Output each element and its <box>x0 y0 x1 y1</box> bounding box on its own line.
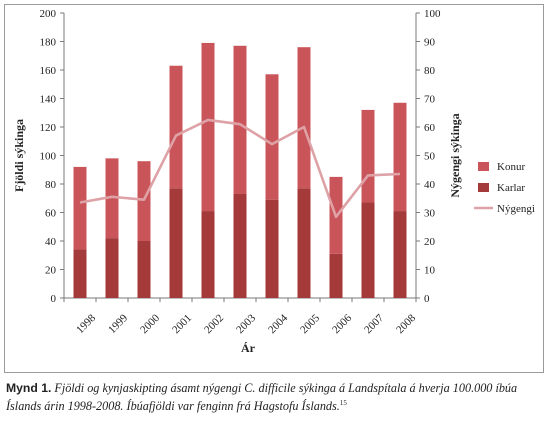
x-tick-label: 2001 <box>170 312 194 336</box>
legend-swatch-karlar <box>478 183 489 192</box>
legend-swatch-konur <box>478 162 489 171</box>
bar-karlar <box>233 193 247 298</box>
y-tick-label: 20 <box>45 265 57 277</box>
bar-karlar <box>169 188 183 298</box>
y-tick-label: 80 <box>45 179 57 191</box>
x-tick-label: 2000 <box>138 312 162 336</box>
y2-tick-label: 70 <box>424 94 436 106</box>
bar-konur <box>105 158 119 239</box>
legend-label: Nýgengi <box>497 203 535 215</box>
bar-karlar <box>393 211 407 298</box>
bar-konur <box>169 65 183 189</box>
bar-karlar <box>297 188 311 298</box>
y2-tick-label: 50 <box>424 151 436 163</box>
y2-axis-title: Nýgengi sýkinga <box>448 113 462 197</box>
y2-tick-label: 20 <box>424 236 436 248</box>
figure-caption: Mynd 1. Fjöldi og kynjaskipting ásamt nýg… <box>6 381 542 414</box>
x-tick-label: 2004 <box>266 312 290 336</box>
bar-konur <box>393 102 407 212</box>
bar-konur <box>265 74 279 200</box>
y2-tick-label: 100 <box>424 8 441 20</box>
bar-konur <box>297 47 311 189</box>
x-tick-label: 2006 <box>330 312 354 336</box>
bar-konur <box>361 109 375 203</box>
y-tick-label: 40 <box>45 236 57 248</box>
caption-text: Fjöldi og kynjaskipting ásamt nýgengi C.… <box>6 381 518 414</box>
x-tick-label: 2008 <box>394 312 418 336</box>
y-tick-label: 60 <box>45 208 57 220</box>
bar-karlar <box>137 241 151 298</box>
bar-konur <box>233 45 247 194</box>
legend-label: Karlar <box>497 182 525 194</box>
y-tick-label: 120 <box>40 122 57 134</box>
y2-tick-label: 90 <box>424 37 436 49</box>
x-tick-label: 2002 <box>202 312 226 336</box>
y-axis-title: Fjöldi sýkinga <box>12 119 26 192</box>
bar-karlar <box>105 238 119 298</box>
x-tick-label: 2003 <box>234 312 258 336</box>
y2-tick-label: 40 <box>424 179 436 191</box>
bar-karlar <box>361 202 375 298</box>
x-tick-label: 1998 <box>74 312 98 336</box>
y2-tick-label: 10 <box>424 265 436 277</box>
y-tick-label: 160 <box>40 65 57 77</box>
y-tick-label: 200 <box>40 8 57 20</box>
line-nygengi <box>79 118 401 219</box>
y2-tick-label: 80 <box>424 65 436 77</box>
chart-svg: 0204060801001201401601802000102030405060… <box>12 8 535 355</box>
bar-karlar <box>265 199 279 298</box>
y-tick-label: 0 <box>51 293 57 305</box>
y2-tick-label: 60 <box>424 122 436 134</box>
x-axis-title: Ár <box>241 341 256 355</box>
y2-tick-label: 0 <box>424 293 430 305</box>
legend-label: Konur <box>497 161 525 173</box>
bar-konur <box>201 42 215 212</box>
caption-footnote: 15 <box>339 399 347 407</box>
chart-frame: 0 20 40 60 80 100 120 140 160 180 200 0 10 20 30 40 50 60… <box>4 4 544 373</box>
bar-konur <box>137 161 151 241</box>
bar-konur <box>73 166 87 250</box>
x-tick-label: 2007 <box>362 312 386 336</box>
x-tick-label: 1999 <box>106 312 130 336</box>
caption-label: Mynd 1. <box>6 381 52 395</box>
bar-karlar <box>329 253 343 298</box>
y-tick-label: 100 <box>40 151 57 163</box>
bar-karlar <box>201 211 215 298</box>
x-tick-label: 2005 <box>298 312 322 336</box>
bar-karlar <box>73 249 87 298</box>
y-tick-label: 180 <box>40 37 57 49</box>
y2-tick-label: 30 <box>424 208 436 220</box>
y-tick-label: 140 <box>40 94 57 106</box>
